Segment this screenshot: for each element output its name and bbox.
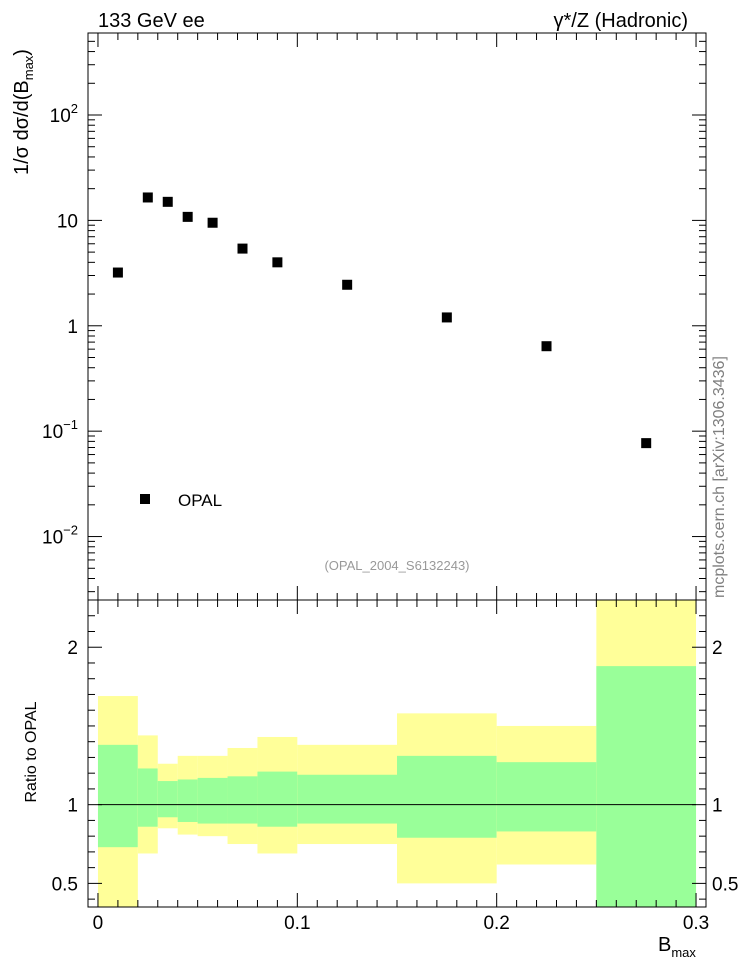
ratio-xtick-label: 0.1 <box>284 913 310 934</box>
main-ytick-mantissa: 10 <box>50 106 71 127</box>
data-point <box>541 341 552 352</box>
data-point <box>112 267 123 278</box>
main-y-axis-label-close: ) <box>11 49 33 56</box>
ratio-uncertainty-bands <box>97 600 697 907</box>
watermark-text: mcplots.cern.ch [arXiv:1306.3436] <box>711 356 728 598</box>
ratio-x-axis: 0 0.1 0.2 0.3 <box>93 600 709 934</box>
green-band-bin-2 <box>157 781 178 818</box>
green-band-bin-3 <box>177 779 198 822</box>
main-y-axis-label-main: 1/σ dσ/d(B <box>11 80 33 175</box>
main-y-axis-label-sub: max <box>21 55 36 80</box>
main-ytick-exponent: −1 <box>63 417 78 432</box>
data-point <box>142 192 153 203</box>
data-point <box>441 312 452 323</box>
data-point <box>272 257 283 268</box>
green-band-bin-4 <box>197 777 228 824</box>
main-ytick-mantissa: 10 <box>42 528 63 549</box>
x-axis-label-sub: max <box>671 945 696 960</box>
data-point <box>641 438 652 449</box>
data-point <box>342 279 353 290</box>
data-point <box>237 243 248 254</box>
green-band-bin-5 <box>227 776 258 824</box>
ratio-y-axis: 0.5 0.5 1 1 2 2 <box>52 599 738 900</box>
green-band-bin-0 <box>97 744 138 848</box>
data-point <box>162 196 173 207</box>
main-y-axis-label: 1/σ dσ/d(Bmax) <box>11 49 36 175</box>
ratio-ytick-label-left: 2 <box>67 638 78 659</box>
ratio-ytick-label-right: 2 <box>712 638 723 659</box>
main-frame-border <box>87 32 707 601</box>
ratio-xtick-label: 0.2 <box>483 913 509 934</box>
main-ytick-exponent: 2 <box>71 101 78 116</box>
ratio-xtick-label: 0 <box>93 913 104 934</box>
green-band-bin-10 <box>596 666 697 907</box>
main-ytick-label: 1 <box>67 317 78 338</box>
legend-label: OPAL <box>178 491 222 510</box>
x-axis-label-main: B <box>658 934 671 956</box>
green-band-bin-8 <box>397 755 497 838</box>
ratio-xtick-label: 0.3 <box>683 913 709 934</box>
data-point <box>182 211 193 222</box>
ratio-ytick-label-right: 1 <box>712 796 723 817</box>
main-ytick-exponent: −2 <box>63 523 78 538</box>
ratio-y-axis-label: Ratio to OPAL <box>23 701 40 802</box>
main-ytick-mantissa: 1 <box>67 317 78 338</box>
main-ytick-label: 10−2 <box>42 523 78 549</box>
green-band-bin-7 <box>297 774 397 824</box>
ratio-ytick-label-right: 0.5 <box>712 874 738 895</box>
legend-marker <box>140 494 150 504</box>
ratio-ytick-label-left: 0.5 <box>52 874 78 895</box>
header-energy-label: 133 GeV ee <box>98 10 205 32</box>
main-ytick-mantissa: 10 <box>42 422 63 443</box>
data-point <box>207 217 218 228</box>
green-band-bin-1 <box>137 768 158 827</box>
main-ytick-label: 102 <box>50 101 78 127</box>
green-band-bin-9 <box>496 762 597 832</box>
x-axis-label: Bmax <box>658 934 696 960</box>
main-x-axis <box>97 33 697 600</box>
main-ytick-label: 10 <box>57 211 78 232</box>
analysis-id-annotation: (OPAL_2004_S6132243) <box>324 558 469 573</box>
ratio-ytick-label-left: 1 <box>67 796 78 817</box>
data-series-opal <box>112 192 652 449</box>
main-plot-frame <box>87 32 707 601</box>
header-process-label: γ*/Z (Hadronic) <box>554 10 688 32</box>
green-band-bin-6 <box>257 771 298 827</box>
main-ytick-label: 10−1 <box>42 417 78 443</box>
main-ytick-mantissa: 10 <box>57 211 78 232</box>
